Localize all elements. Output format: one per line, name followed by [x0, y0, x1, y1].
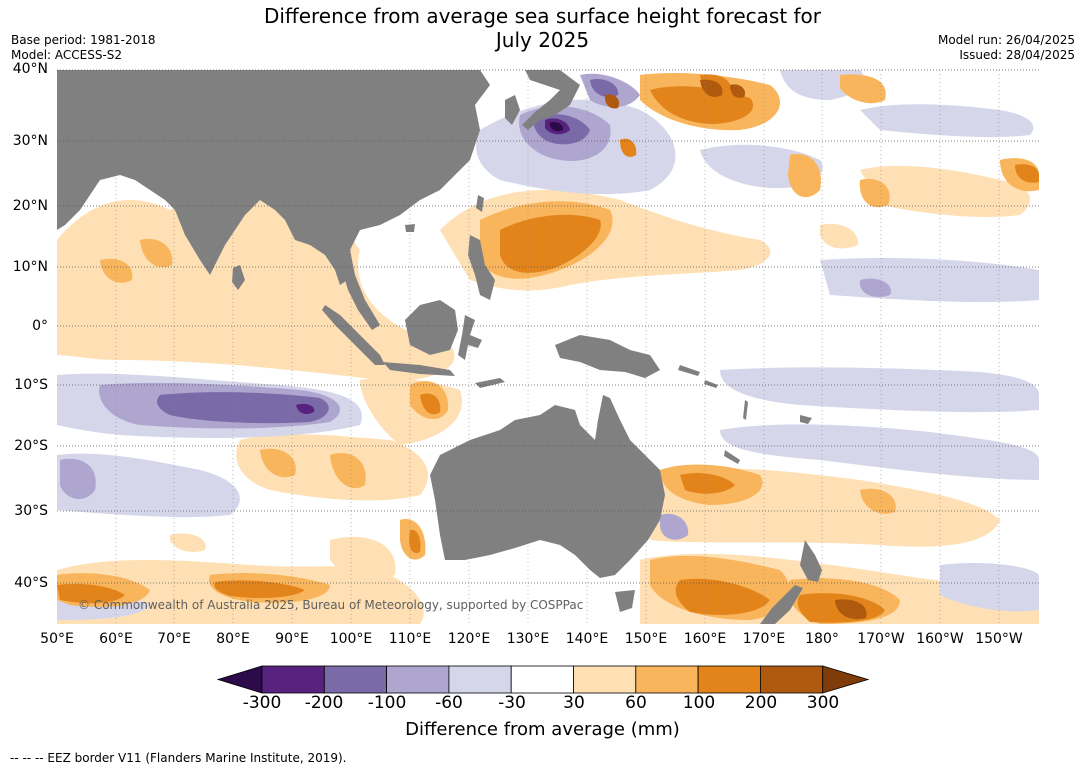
lat-label-30n: 30°N	[12, 133, 48, 149]
lat-label-10s: 10°S	[14, 377, 48, 393]
land-masses	[57, 70, 822, 624]
copyright-text: © Commonwealth of Australia 2025, Bureau…	[78, 598, 583, 612]
lon-label-100e: 100°E	[329, 631, 373, 647]
lat-label-30s: 30°S	[14, 503, 48, 519]
land-timor	[475, 378, 505, 388]
land-philippines	[468, 235, 495, 300]
model-run: Model run: 26/04/2025	[937, 33, 1075, 47]
issued-date: Issued: 28/04/2025	[959, 48, 1075, 62]
land-new-zealand-north	[800, 540, 822, 582]
land-new-zealand-south	[760, 585, 803, 624]
lon-label-130e: 130°E	[506, 631, 550, 647]
lon-label-60e: 60°E	[99, 631, 133, 647]
land-hainan	[405, 224, 415, 232]
colorbar-tick: -300	[242, 693, 282, 713]
colorbar-segment	[386, 665, 450, 694]
land-sumatra	[322, 305, 385, 365]
lon-label-120e: 120°E	[447, 631, 491, 647]
lat-label-40n: 40°N	[12, 61, 48, 77]
land-sri-lanka	[232, 265, 245, 290]
lon-label-170w: 170°W	[857, 631, 905, 647]
meta-left: Base period: 1981-2018 Model: ACCESS-S2	[11, 33, 156, 63]
lon-label-150e: 150°E	[624, 631, 668, 647]
lon-label-50e: 50°E	[40, 631, 74, 647]
lon-label-160w: 160°W	[916, 631, 964, 647]
colorbar-arrow-left	[216, 665, 263, 694]
colorbar-title: Difference from average (mm)	[405, 719, 680, 740]
land-new-guinea	[555, 335, 660, 378]
lat-label-20n: 20°N	[12, 198, 48, 214]
lat-label-10n: 10°N	[12, 259, 48, 275]
anomaly-extreme-purple	[549, 121, 564, 132]
colorbar-tick: -100	[367, 693, 407, 713]
base-period: Base period: 1981-2018	[11, 33, 156, 47]
land-java	[383, 362, 455, 376]
land-tasmania	[615, 590, 635, 612]
land-new-caledonia	[724, 450, 740, 464]
land-asia	[57, 70, 490, 285]
lon-label-70e: 70°E	[157, 631, 191, 647]
colorbar-segment	[261, 665, 325, 694]
colorbar-segment	[448, 665, 512, 694]
land-borneo	[405, 300, 458, 355]
land-taiwan	[476, 195, 484, 212]
colorbar-tick: -200	[304, 693, 344, 713]
colorbar-segment	[323, 665, 387, 694]
colorbar-segment	[697, 665, 761, 694]
lat-label-20s: 20°S	[14, 438, 48, 454]
colorbar-tick: 30	[563, 693, 585, 713]
footer-eez-note: -- -- -- EEZ border V11 (Flanders Marine…	[10, 751, 347, 765]
land-japan	[522, 70, 580, 130]
colorbar-tick: 200	[744, 693, 778, 713]
lon-label-150w: 150°W	[975, 631, 1023, 647]
lon-label-180: 180°	[805, 631, 839, 647]
anomaly-field	[57, 70, 1039, 624]
colorbar-tick: -30	[498, 693, 526, 713]
land-solomon-islands	[678, 365, 718, 388]
colorbar-segment	[573, 665, 637, 694]
colorbar-tick: 60	[625, 693, 647, 713]
colorbar-segment	[635, 665, 699, 694]
colorbar-tick: 300	[806, 693, 840, 713]
colorbar-segment	[510, 665, 574, 694]
lat-label-40s: 40°S	[14, 575, 48, 591]
map-title: Difference from average sea surface heig…	[0, 4, 1085, 52]
land-australia	[430, 395, 665, 578]
colorbar-tick: 100	[682, 693, 716, 713]
colorbar-tick: -60	[435, 693, 463, 713]
land-korea	[505, 95, 520, 125]
land-malay-peninsula	[342, 255, 380, 330]
lon-label-170e: 170°E	[742, 631, 786, 647]
meridians	[115, 70, 1000, 624]
land-sulawesi	[458, 315, 482, 360]
lon-label-80e: 80°E	[216, 631, 250, 647]
lat-label-0: 0°	[32, 318, 48, 334]
lon-label-160e: 160°E	[683, 631, 727, 647]
meta-right: Model run: 26/04/2025 Issued: 28/04/2025	[938, 33, 1075, 63]
model-name: Model: ACCESS-S2	[11, 48, 123, 62]
lon-label-140e: 140°E	[565, 631, 609, 647]
colorbar	[216, 665, 870, 694]
land-fiji	[800, 415, 812, 424]
title-line-1: Difference from average sea surface heig…	[263, 4, 822, 28]
title-line-2: July 2025	[495, 28, 590, 52]
lon-label-90e: 90°E	[275, 631, 309, 647]
colorbar-arrow-right	[822, 665, 870, 694]
land-vanuatu	[743, 400, 748, 420]
anomaly-dark-orange	[57, 74, 1039, 623]
colorbar-segment	[760, 665, 824, 694]
lon-label-110e: 110°E	[388, 631, 432, 647]
